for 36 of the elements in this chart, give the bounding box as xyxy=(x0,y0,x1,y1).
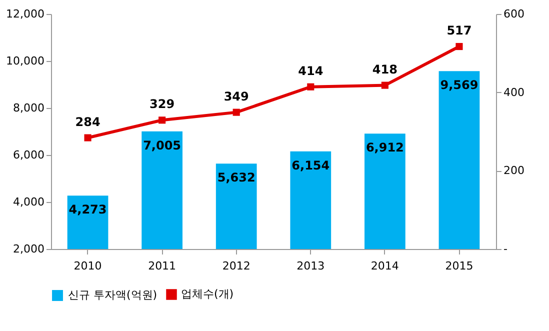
x-tick-label: 2011 xyxy=(148,260,176,272)
y-tick-label: 2,000 xyxy=(13,242,44,256)
data-label: 418 xyxy=(372,62,398,76)
y2-tick-label: 200 xyxy=(504,164,524,178)
y-tick-label: 6,000 xyxy=(13,148,44,162)
point xyxy=(381,82,388,89)
x-tick-label: 2015 xyxy=(445,260,474,272)
data-label: 6,154 xyxy=(292,158,330,172)
data-label: 9,569 xyxy=(440,78,478,92)
x-tick-label: 2010 xyxy=(74,260,102,272)
data-label: 329 xyxy=(150,97,175,112)
y2-tick-label: - xyxy=(504,242,508,256)
data-label: 4,273 xyxy=(68,202,107,217)
y-tick-label: 4,000 xyxy=(13,196,44,208)
point xyxy=(307,83,314,90)
legend-label: 업체수(개) xyxy=(181,288,234,300)
x-tick-label: 2014 xyxy=(370,260,399,272)
point xyxy=(232,108,240,116)
y2-tick-label: 600 xyxy=(504,8,524,20)
data-label: 517 xyxy=(446,24,472,38)
y-tick-label: 10,000 xyxy=(6,54,44,68)
data-label: 5,632 xyxy=(217,170,256,185)
data-label: 6,912 xyxy=(366,140,404,155)
legend-label: 신규 투자액(억원) xyxy=(68,288,158,302)
x-tick-label: 2013 xyxy=(296,260,325,272)
point xyxy=(456,42,463,50)
point xyxy=(84,134,92,142)
x-tick-label: 2012 xyxy=(222,260,250,272)
data-label: 349 xyxy=(224,89,249,104)
point xyxy=(158,116,166,124)
data-label: 7,005 xyxy=(143,138,182,152)
y-tick-label: 8,000 xyxy=(13,102,44,114)
data-label: 414 xyxy=(298,64,324,78)
y2-tick-label: 400 xyxy=(504,86,524,99)
data-label: 284 xyxy=(75,114,100,129)
y-tick-label: 12,000 xyxy=(6,8,44,20)
